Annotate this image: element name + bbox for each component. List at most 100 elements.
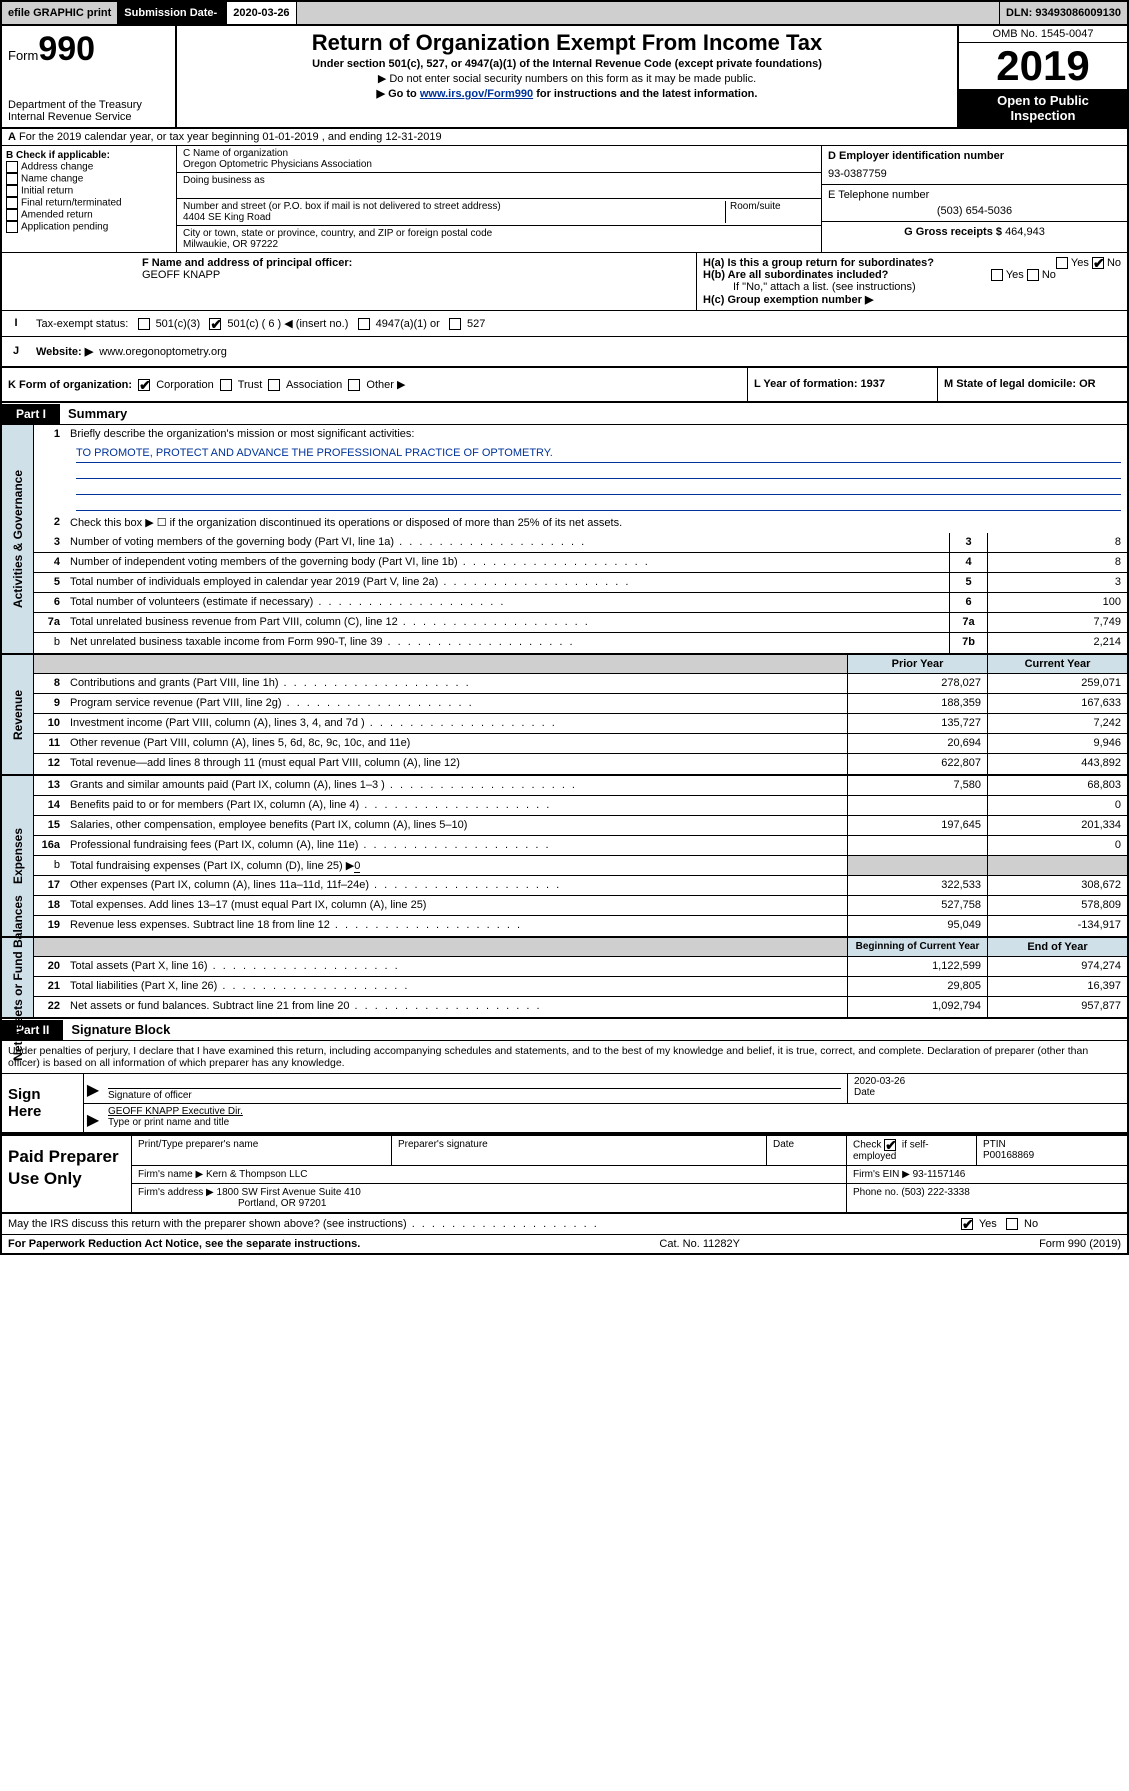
- line-18-text: Total expenses. Add lines 13–17 (must eq…: [66, 896, 847, 915]
- box-b-title: B Check if applicable:: [6, 150, 172, 161]
- line-20-text: Total assets (Part X, line 16): [66, 957, 847, 976]
- row-j: J Website: ▶ www.oregonoptometry.org: [2, 337, 1127, 368]
- officer-name-field: GEOFF KNAPP Executive Dir. Type or print…: [102, 1104, 1127, 1130]
- preparer-name-hdr: Print/Type preparer's name: [132, 1136, 392, 1165]
- hb-yes[interactable]: [991, 269, 1003, 281]
- line-9-prior: 188,359: [847, 694, 987, 713]
- self-employed-check: Check if self-employed: [847, 1136, 977, 1165]
- form-ref: Form 990 (2019): [1039, 1238, 1121, 1250]
- check-final-return[interactable]: [6, 197, 18, 209]
- line-12-prior: 622,807: [847, 754, 987, 774]
- h-b-label: H(b) Are all subordinates included?: [703, 269, 888, 281]
- irs-link[interactable]: www.irs.gov/Form990: [420, 88, 533, 100]
- form-subtitle-2: ▶ Do not enter social security numbers o…: [183, 72, 951, 85]
- line-6-value: 100: [987, 593, 1127, 612]
- check-initial-return[interactable]: [6, 185, 18, 197]
- perjury-statement: Under penalties of perjury, I declare th…: [2, 1041, 1127, 1073]
- part-ii-header: Part II Signature Block: [2, 1019, 1127, 1041]
- discuss-footer: May the IRS discuss this return with the…: [2, 1214, 1127, 1235]
- dln: DLN: 93493086009130: [1000, 2, 1127, 24]
- check-amended-return[interactable]: [6, 209, 18, 221]
- check-501c3[interactable]: [138, 318, 150, 330]
- preparer-date-hdr: Date: [767, 1136, 847, 1165]
- line-14-curr: 0: [987, 796, 1127, 815]
- dept-treasury: Department of the Treasury Internal Reve…: [8, 99, 169, 123]
- line-19-text: Revenue less expenses. Subtract line 18 …: [66, 916, 847, 936]
- line-15-curr: 201,334: [987, 816, 1127, 835]
- line-5-text: Total number of individuals employed in …: [66, 573, 949, 592]
- officer-signature-field[interactable]: Signature of officer: [102, 1074, 847, 1103]
- paid-preparer-section: Paid Preparer Use Only Print/Type prepar…: [2, 1134, 1127, 1214]
- phone-label: E Telephone number: [828, 189, 1121, 201]
- website-label: Website: ▶: [36, 346, 93, 358]
- form-header: Form990 Department of the Treasury Inter…: [2, 26, 1127, 129]
- signature-date: 2020-03-26 Date: [847, 1074, 1127, 1103]
- row-k: K Form of organization: Corporation Trus…: [2, 368, 1127, 403]
- org-name-label: C Name of organization: [183, 148, 815, 159]
- discuss-no[interactable]: [1006, 1218, 1018, 1230]
- line-10-prior: 135,727: [847, 714, 987, 733]
- hdr-begin-year: Beginning of Current Year: [847, 938, 987, 956]
- line-20-end: 974,274: [987, 957, 1127, 976]
- line-16b-curr: [987, 856, 1127, 875]
- line-16a-text: Professional fundraising fees (Part IX, …: [66, 836, 847, 855]
- line-11-prior: 20,694: [847, 734, 987, 753]
- check-self-employed[interactable]: [884, 1139, 896, 1151]
- line-22-text: Net assets or fund balances. Subtract li…: [66, 997, 847, 1017]
- check-4947[interactable]: [358, 318, 370, 330]
- line-5-value: 3: [987, 573, 1127, 592]
- ha-no[interactable]: [1092, 257, 1104, 269]
- box-f: F Name and address of principal officer:…: [2, 253, 697, 310]
- tax-year: 2019: [959, 43, 1127, 89]
- check-application-pending[interactable]: [6, 221, 18, 233]
- street-address: 4404 SE King Road: [183, 212, 725, 223]
- part-i-header: Part I Summary: [2, 403, 1127, 425]
- line-8-curr: 259,071: [987, 674, 1127, 693]
- line-16a-curr: 0: [987, 836, 1127, 855]
- check-trust[interactable]: [220, 379, 232, 391]
- state-domicile: M State of legal domicile: OR: [937, 368, 1127, 401]
- line-7a-text: Total unrelated business revenue from Pa…: [66, 613, 949, 632]
- line-3-box: 3: [949, 533, 987, 552]
- line-18-prior: 527,758: [847, 896, 987, 915]
- part-i-tag: Part I: [2, 404, 60, 424]
- line-14-prior: [847, 796, 987, 815]
- check-527[interactable]: [449, 318, 461, 330]
- check-name-change[interactable]: [6, 173, 18, 185]
- cat-no: Cat. No. 11282Y: [659, 1238, 740, 1250]
- paid-preparer-label: Paid Preparer Use Only: [2, 1136, 132, 1212]
- line-10-curr: 7,242: [987, 714, 1127, 733]
- vlabel-governance: Activities & Governance: [2, 425, 34, 653]
- city-state-zip: Milwaukie, OR 97222: [183, 239, 815, 250]
- line-15-text: Salaries, other compensation, employee b…: [66, 816, 847, 835]
- line-15-prior: 197,645: [847, 816, 987, 835]
- h-a-label: H(a) Is this a group return for subordin…: [703, 257, 934, 269]
- efile-label[interactable]: efile GRAPHIC print: [2, 2, 118, 24]
- arrow-icon: ▶: [84, 1074, 102, 1103]
- phone-value: (503) 654-5036: [828, 205, 1121, 217]
- open-inspection: Open to PublicInspection: [959, 89, 1127, 127]
- check-corporation[interactable]: [138, 379, 150, 391]
- check-address-change[interactable]: [6, 161, 18, 173]
- preparer-sig-hdr: Preparer's signature: [392, 1136, 767, 1165]
- line-16b-text: Total fundraising expenses (Part IX, col…: [66, 856, 847, 875]
- discuss-yes[interactable]: [961, 1218, 973, 1230]
- line-7b-value: 2,214: [987, 633, 1127, 653]
- hb-no[interactable]: [1027, 269, 1039, 281]
- website-value: www.oregonoptometry.org: [99, 346, 227, 358]
- check-501c[interactable]: [209, 318, 221, 330]
- ein-label: D Employer identification number: [828, 150, 1121, 162]
- firm-name-cell: Firm's name ▶ Kern & Thompson LLC: [132, 1166, 847, 1183]
- line-17-prior: 322,533: [847, 876, 987, 895]
- firm-address-cell: Firm's address ▶ 1800 SW First Avenue Su…: [132, 1184, 847, 1212]
- line-6-text: Total number of volunteers (estimate if …: [66, 593, 949, 612]
- line-13-text: Grants and similar amounts paid (Part IX…: [66, 776, 847, 795]
- ha-yes[interactable]: [1056, 257, 1068, 269]
- check-other[interactable]: [348, 379, 360, 391]
- ptin-cell: PTINP00168869: [977, 1136, 1127, 1165]
- check-association[interactable]: [268, 379, 280, 391]
- line-11-text: Other revenue (Part VIII, column (A), li…: [66, 734, 847, 753]
- line-16b-prior: [847, 856, 987, 875]
- submission-label: Submission Date -: [118, 2, 227, 24]
- line-19-prior: 95,049: [847, 916, 987, 936]
